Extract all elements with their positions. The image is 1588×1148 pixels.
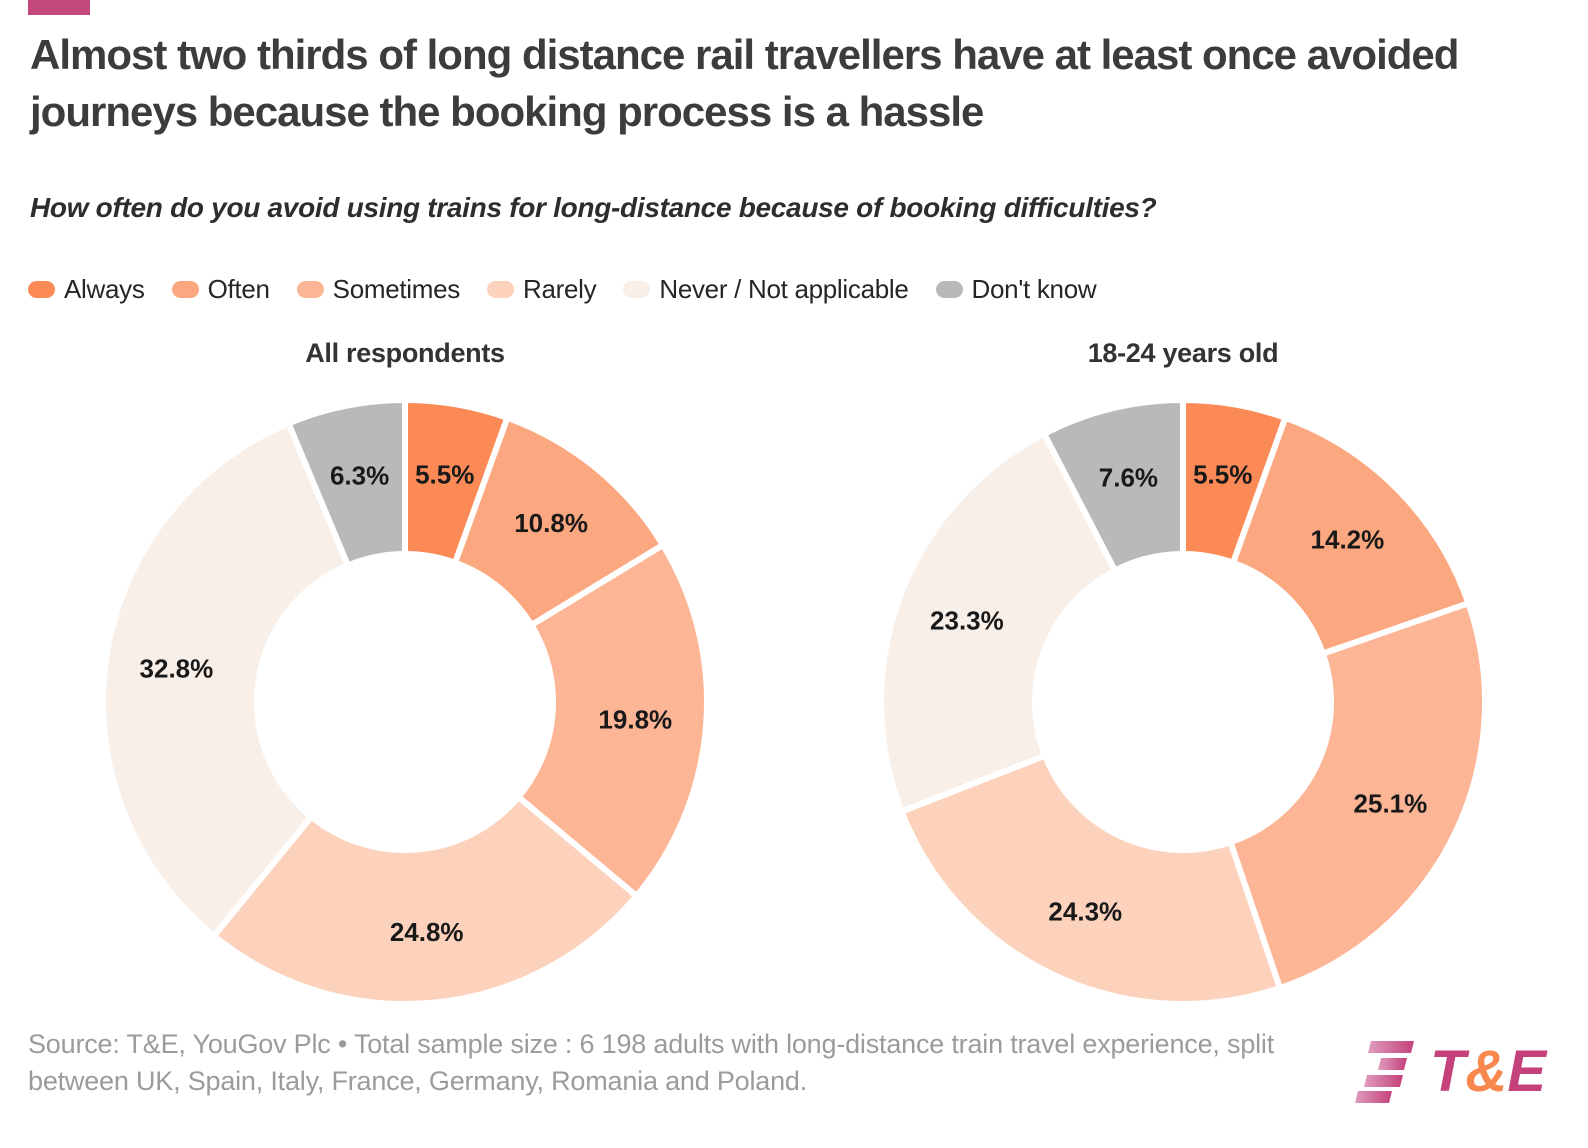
slice-value-label-never-not-applicable: 23.3% bbox=[930, 605, 1004, 635]
legend-swatch-always bbox=[28, 281, 55, 298]
slice-value-label-always: 5.5% bbox=[415, 459, 474, 489]
legend-item-rarely: Rarely bbox=[487, 274, 597, 305]
legend-item-often: Often bbox=[171, 274, 270, 305]
legend-label: Don't know bbox=[971, 274, 1097, 304]
slice-value-label-don-t-know: 6.3% bbox=[330, 461, 389, 491]
source-note: Source: T&E, YouGov Plc • Total sample s… bbox=[28, 1029, 1275, 1097]
legend-swatch-never-not-applicable bbox=[623, 281, 651, 298]
legend-swatch-don-t-know bbox=[935, 281, 963, 298]
legend-label: Often bbox=[207, 274, 270, 304]
slice-value-label-rarely: 24.8% bbox=[390, 917, 464, 947]
legend-item-don-t-know: Don't know bbox=[935, 274, 1097, 305]
slice-value-label-always: 5.5% bbox=[1193, 459, 1252, 489]
donut-slice-sometimes bbox=[515, 542, 710, 899]
chart-title-18-24-years-old: 18-24 years old bbox=[1087, 338, 1279, 368]
chart-title-all-respondents: All respondents bbox=[305, 338, 505, 368]
legend-item-always: Always bbox=[28, 274, 145, 305]
te-logo-letter-t: T bbox=[1429, 1038, 1466, 1104]
slice-value-label-rarely: 24.3% bbox=[1048, 896, 1122, 926]
slice-value-label-often: 10.8% bbox=[514, 508, 588, 538]
donut-slice-never-not-applicable bbox=[100, 420, 351, 939]
te-logo-text: T & E bbox=[1430, 1038, 1546, 1105]
donut-slice-don-t-know bbox=[285, 397, 408, 569]
te-logo: T & E bbox=[1354, 1030, 1546, 1112]
legend: Always Often Sometimes Rarely Never / Not ap… bbox=[28, 274, 1097, 305]
legend-label: Sometimes bbox=[332, 274, 461, 304]
slice-value-label-often: 14.2% bbox=[1311, 525, 1385, 555]
legend-swatch-rarely bbox=[487, 281, 514, 298]
donut-slice-sometimes bbox=[1227, 600, 1488, 992]
donut-chart-18-24-years-old: 5.5% 14.2% 25.1% 24.3% 23.3% 7.6% bbox=[878, 397, 1488, 1007]
slice-value-label-sometimes: 25.1% bbox=[1354, 789, 1428, 819]
legend-swatch-often bbox=[171, 281, 199, 298]
donut-slice-rarely bbox=[210, 794, 640, 1007]
te-logo-ampersand: & bbox=[1465, 1038, 1508, 1104]
survey-question-subtitle: How often do you avoid using trains for … bbox=[30, 192, 1157, 223]
legend-label: Always bbox=[64, 274, 145, 304]
slice-value-label-sometimes: 19.8% bbox=[598, 704, 672, 734]
legend-item-never-not-applicable: Never / Not applicable bbox=[623, 274, 909, 305]
legend-label: Rarely bbox=[523, 274, 597, 304]
te-logo-letter-e: E bbox=[1507, 1038, 1546, 1104]
legend-swatch-sometimes bbox=[296, 281, 324, 298]
accent-bar bbox=[28, 0, 90, 15]
slice-value-label-never-not-applicable: 32.8% bbox=[140, 654, 214, 684]
legend-label: Never / Not applicable bbox=[659, 274, 909, 304]
page-title: Almost two thirds of long distance rail … bbox=[30, 31, 1459, 136]
donut-chart-all-respondents: 5.5% 10.8% 19.8% 24.8% 32.8% 6.3% bbox=[100, 397, 710, 1007]
donut-slice-don-t-know bbox=[1041, 397, 1186, 574]
legend-item-sometimes: Sometimes bbox=[296, 274, 461, 305]
donut-slice-never-not-applicable bbox=[878, 430, 1118, 815]
donut-slice-often bbox=[1230, 414, 1472, 657]
slice-value-label-don-t-know: 7.6% bbox=[1099, 463, 1158, 493]
donut-slice-rarely bbox=[898, 752, 1283, 1007]
te-logo-stripes-icon bbox=[1354, 1041, 1414, 1103]
